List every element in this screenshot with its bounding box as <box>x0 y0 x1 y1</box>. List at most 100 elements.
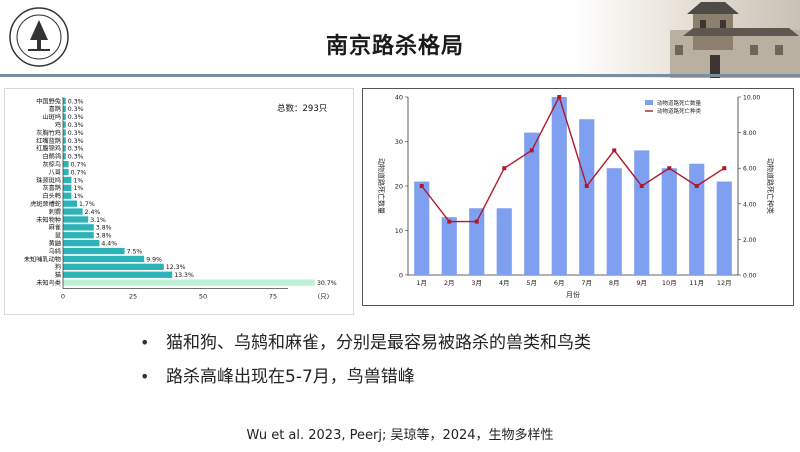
line-point <box>474 219 479 224</box>
citation: Wu et al. 2023, Peerj; 吴琼等，2024，生物多样性 <box>246 428 554 443</box>
x-tick-label: 7月 <box>581 279 592 287</box>
value-label: 0.3% <box>68 114 84 121</box>
bar <box>63 224 94 231</box>
value-label: 4.4% <box>101 241 117 248</box>
bar <box>496 208 512 275</box>
x-tick-label: 1月 <box>416 279 427 287</box>
category-label: 灰胸竹鸡 <box>36 129 61 137</box>
value-label: 3.8% <box>96 233 112 240</box>
bar <box>63 121 66 128</box>
monthly-combo-chart: 0 10 20 30 40 0.00 2.00 4.00 6.00 8.00 10.00 动物道路死亡… <box>377 94 775 300</box>
bar <box>63 105 66 112</box>
value-label: 0.3% <box>68 98 84 105</box>
right-tick-label: 2.00 <box>743 237 757 244</box>
species-bar-chart: 总数：293只 中国野兔 0.3% 喜鹊 0.3% 山斑鸠 0.3% 鸡 0.3% 灰胸竹鸡 0.3… <box>24 97 337 301</box>
category-label: 黄鼬 <box>49 240 61 248</box>
value-label: 1% <box>73 193 83 200</box>
right-tick-label: 10.00 <box>743 95 760 102</box>
legend-bar-swatch <box>645 100 653 105</box>
bar <box>63 161 69 168</box>
line-point <box>667 166 672 171</box>
total-label: 总数：293只 <box>277 103 328 114</box>
right-tick-label: 0.00 <box>743 273 757 280</box>
category-label: 未知鸟类 <box>36 279 61 287</box>
category-label: 鼠 <box>55 232 61 240</box>
building-illustration <box>575 0 800 78</box>
value-label: 1% <box>73 177 83 184</box>
category-label: 刺猬 <box>49 208 61 216</box>
x-tick-label: 3月 <box>471 279 482 287</box>
bar <box>524 132 540 275</box>
bar <box>579 119 595 275</box>
bar <box>63 184 72 191</box>
bar <box>63 137 66 144</box>
category-label: 虎斑颈槽蛇 <box>30 200 61 208</box>
left-tick-label: 20 <box>395 183 403 191</box>
value-label: 0.3% <box>68 106 84 113</box>
bar <box>441 217 457 275</box>
monthly-chart-panel: 0 10 20 30 40 0.00 2.00 4.00 6.00 8.00 10.00 动物道路死亡… <box>362 88 794 306</box>
line-point <box>694 184 699 188</box>
category-label: 红嘴蓝鹊 <box>36 137 61 145</box>
bullet-text: 猫和狗、乌鸫和麻雀，分别是最容易被路杀的兽类和鸟类 <box>166 333 591 353</box>
line-point <box>502 166 507 171</box>
value-label: 0.3% <box>68 154 84 161</box>
line-point <box>722 166 727 171</box>
left-tick-label: 10 <box>395 227 403 235</box>
x-tick-label: 9月 <box>636 279 647 287</box>
category-label: 狗 <box>55 263 61 271</box>
line-point <box>612 148 617 153</box>
bar <box>551 97 567 275</box>
bullet-item: • 路杀高峰出现在5-7月，鸟兽错峰 <box>140 360 780 394</box>
category-label: 猫 <box>55 271 61 279</box>
value-label: 1.7% <box>79 201 95 208</box>
category-label: 中国野兔 <box>36 97 61 105</box>
value-label: 0.3% <box>68 122 84 129</box>
value-label: 3.8% <box>96 225 112 232</box>
value-label: 3.1% <box>90 217 106 224</box>
category-label: 白头鹎 <box>42 192 61 200</box>
line-point <box>639 184 644 188</box>
bar <box>63 216 89 223</box>
bar <box>63 168 69 176</box>
category-label: 未知物种 <box>36 216 61 224</box>
value-label: 0.3% <box>68 138 84 145</box>
category-label: 乌鸫 <box>49 247 61 255</box>
x-tick-label: 6月 <box>554 279 565 287</box>
category-label: 白鹡鸰 <box>42 153 61 161</box>
bar <box>63 263 164 270</box>
bar <box>63 247 125 255</box>
bar <box>634 150 650 275</box>
left-tick-label: 0 <box>399 272 403 280</box>
right-tick-label: 6.00 <box>743 166 757 173</box>
line-point <box>584 184 589 188</box>
legend-line-label: 动物道路死亡种类 <box>657 107 702 115</box>
x-axis-title: 月份 <box>566 290 580 299</box>
bar <box>606 168 622 275</box>
value-label: 0.7% <box>71 162 87 169</box>
value-label: 2.4% <box>85 209 101 216</box>
bullet-item: • 猫和狗、乌鸫和麻雀，分别是最容易被路杀的兽类和鸟类 <box>140 326 780 360</box>
line-point <box>419 184 424 188</box>
bar <box>689 163 705 275</box>
bullet-icon: • <box>140 367 150 386</box>
value-label: 9.9% <box>146 256 162 263</box>
header-divider <box>0 74 800 77</box>
category-label: 珠颈斑鸠 <box>36 176 61 184</box>
x-tick-label: 10月 <box>662 279 677 287</box>
bar <box>63 113 66 120</box>
category-label: 灰椋鸟 <box>42 161 61 169</box>
x-tick-label: 8月 <box>609 279 620 287</box>
university-logo <box>9 7 69 67</box>
bar <box>63 232 94 239</box>
category-label: 喜鹊 <box>49 105 61 113</box>
bar <box>63 279 315 286</box>
bar <box>63 192 72 199</box>
bullet-list: • 猫和狗、乌鸫和麻雀，分别是最容易被路杀的兽类和鸟类 • 路杀高峰出现在5-7… <box>140 326 780 394</box>
value-label: 0.3% <box>68 146 84 153</box>
bar <box>63 208 83 215</box>
x-tick-label: 50 <box>199 293 207 301</box>
x-tick-label: 25 <box>129 293 137 301</box>
bar <box>414 181 430 275</box>
